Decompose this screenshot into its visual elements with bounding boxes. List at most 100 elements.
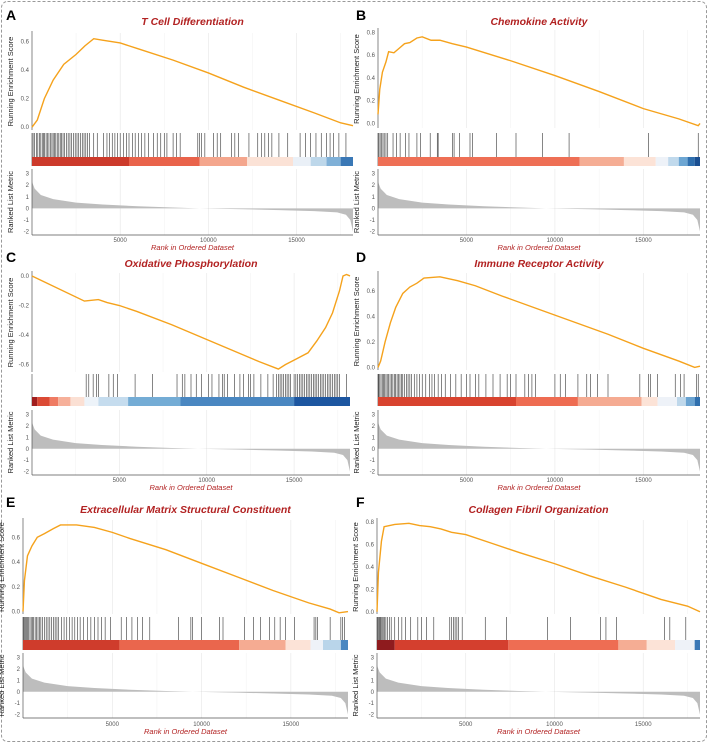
metric-y-axis-label: Ranked List Metric (6, 411, 15, 473)
rank-color-segment (579, 157, 624, 166)
x-tick-label: 10000 (193, 722, 210, 728)
es-y-axis-label: Running Enrichment Score (351, 522, 360, 612)
metric-y-tick-label: -2 (15, 713, 21, 719)
es-y-tick-label: 0.4 (367, 76, 376, 82)
es-y-axis-label: Running Enrichment Score (352, 34, 361, 124)
x-axis-label: Rank in Ordered Dataset (498, 243, 582, 252)
rank-color-segment (119, 640, 240, 650)
es-curve (22, 524, 349, 614)
es-y-tick-label: 0.4 (21, 68, 30, 74)
rank-color-segment (293, 157, 311, 166)
x-tick-label: 10000 (547, 238, 564, 244)
metric-y-tick-label: 3 (372, 172, 376, 178)
rank-color-segment (377, 640, 395, 650)
metric-y-tick-label: 2 (26, 183, 30, 189)
es-curve (377, 36, 701, 127)
es-y-tick-label: 0.0 (21, 125, 30, 131)
panel-label: B (356, 7, 366, 23)
panel-title: Oxidative Phosphorylation (124, 258, 257, 270)
es-y-tick-label: 0.0 (367, 365, 376, 371)
rank-color-segment (98, 397, 129, 406)
es-y-tick-label: 0.0 (366, 610, 375, 616)
rank-color-segment (84, 397, 99, 406)
panel-title: Collagen Fibril Organization (468, 504, 608, 516)
es-curve (377, 276, 701, 369)
metric-y-tick-label: 2 (371, 667, 375, 673)
metric-area (32, 422, 350, 472)
es-y-tick-label: -0.4 (19, 333, 30, 339)
panel-e: E Extracellular Matrix Structural Constit… (0, 494, 349, 736)
rank-color-segment (378, 157, 580, 166)
rank-color-segment (32, 157, 130, 166)
x-axis-label: Rank in Ordered Dataset (151, 243, 235, 252)
metric-y-tick-label: 2 (26, 424, 30, 430)
x-axis-label: Rank in Ordered Dataset (498, 483, 582, 492)
x-tick-label: 15000 (283, 722, 300, 728)
panel-label: C (6, 249, 16, 265)
rank-color-segment (577, 397, 642, 406)
rank-color-segment (310, 640, 323, 650)
rank-color-segment (70, 397, 85, 406)
x-tick-label: 5000 (460, 238, 474, 244)
metric-y-tick-label: 0 (26, 206, 30, 212)
panel-f: F Collagen Fibril Organization 0.0 0.2 0.4 0.… (351, 494, 701, 736)
metric-y-tick-label: 1 (26, 195, 30, 201)
es-y-axis-label: Running Enrichment Score (352, 277, 361, 367)
metric-area (377, 665, 700, 715)
panel-label: F (356, 494, 365, 510)
es-curve (376, 522, 701, 613)
panel-a: A T Cell Differentiation 0.0 0.2 0.4 0.6 Runni… (6, 7, 354, 252)
rank-color-segment (310, 157, 327, 166)
rank-color-segment (58, 397, 71, 406)
es-y-tick-label: 0.2 (21, 97, 30, 103)
rank-color-segment (508, 640, 619, 650)
es-y-tick-label: 0.8 (366, 520, 375, 526)
metric-y-axis-label: Ranked List Metric (352, 411, 361, 473)
rank-color-segment (32, 397, 38, 406)
es-y-axis-label: Running Enrichment Score (0, 522, 6, 612)
rank-color-segment (623, 157, 656, 166)
rank-color-segment (180, 397, 295, 406)
rank-color-segment (668, 157, 679, 166)
x-tick-label: 5000 (106, 722, 120, 728)
metric-area (378, 181, 700, 232)
rank-color-segment (694, 397, 700, 406)
rank-color-segment (128, 397, 181, 406)
rank-color-segment (641, 397, 658, 406)
rank-color-segment (340, 157, 353, 166)
metric-y-axis-label: Ranked List Metric (6, 171, 15, 233)
metric-y-tick-label: -1 (370, 218, 376, 224)
rank-color-segment (655, 157, 669, 166)
metric-y-axis-label: Ranked List Metric (351, 654, 360, 716)
metric-y-tick-label: -1 (24, 218, 30, 224)
rank-color-segment (285, 640, 311, 650)
metric-y-tick-label: 1 (371, 678, 375, 684)
rank-color-segment (23, 640, 120, 650)
rank-color-segment (239, 640, 286, 650)
metric-y-axis-label: Ranked List Metric (352, 171, 361, 233)
metric-y-tick-label: 3 (371, 656, 375, 662)
rank-color-segment (378, 397, 516, 406)
es-curve (31, 37, 354, 128)
es-y-tick-label: 0.6 (367, 289, 376, 295)
metric-y-tick-label: -2 (24, 230, 30, 236)
rank-color-segment (657, 397, 677, 406)
rank-color-segment (326, 157, 341, 166)
panel-d: D Immune Receptor Activity 0.0 0.2 0.4 0.6 Run… (352, 249, 701, 492)
es-y-tick-label: 0.6 (21, 40, 30, 46)
x-tick-label: 10000 (546, 722, 563, 728)
es-y-tick-label: 0.2 (366, 587, 375, 593)
es-y-tick-label: -0.2 (19, 304, 30, 310)
panel-label: D (356, 249, 366, 265)
x-axis-label: Rank in Ordered Dataset (497, 727, 581, 736)
es-y-tick-label: 0.0 (12, 610, 21, 616)
rank-color-segment (687, 157, 695, 166)
panel-label: E (6, 494, 15, 510)
rank-color-segment (677, 397, 686, 406)
metric-y-tick-label: 1 (372, 195, 376, 201)
es-y-tick-label: 0.8 (367, 30, 376, 36)
es-y-axis-label: Running Enrichment Score (6, 37, 15, 127)
metric-y-tick-label: -2 (24, 470, 30, 476)
